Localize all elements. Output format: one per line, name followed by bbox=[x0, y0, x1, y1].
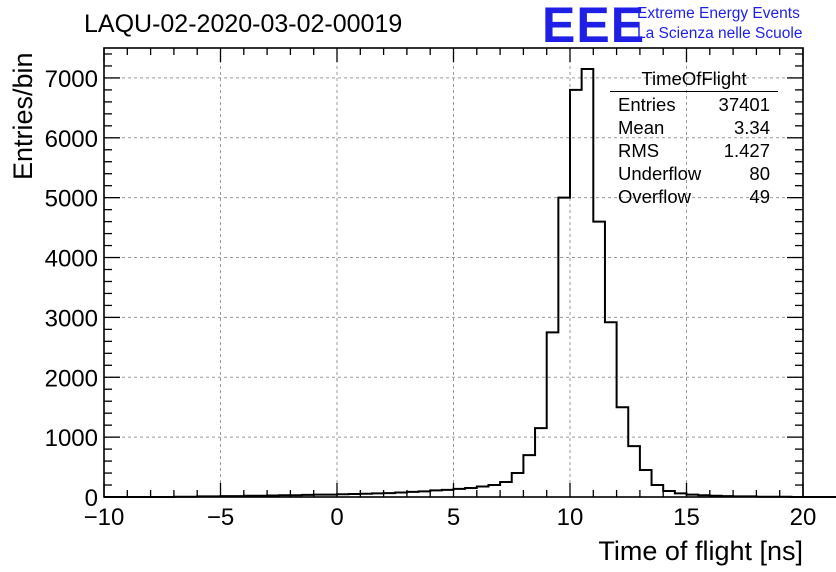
stats-label: Overflow bbox=[618, 186, 691, 207]
stats-value: 37401 bbox=[718, 94, 770, 115]
y-tick-label: 5000 bbox=[45, 186, 98, 213]
stats-value: 1.427 bbox=[723, 140, 770, 161]
axes-frame bbox=[103, 47, 804, 498]
stats-title: TimeOfFlight bbox=[610, 68, 778, 92]
stats-row-rms: RMS 1.427 bbox=[610, 139, 778, 162]
y-tick-label: 6000 bbox=[45, 126, 98, 153]
x-tick-label: 20 bbox=[790, 504, 817, 531]
logo-line-1: Extreme Energy Events bbox=[637, 5, 800, 22]
y-axis-label: Entries/bin bbox=[8, 52, 38, 180]
y-tick-label: 4000 bbox=[45, 246, 98, 273]
stats-label: RMS bbox=[618, 140, 660, 161]
tick-labels: −10 −5 0 5 10 15 20 0 1000 2000 3000 4000 5000 6000 70… bbox=[45, 66, 817, 531]
x-tick-label: −10 bbox=[84, 504, 125, 531]
stats-row-entries: Entries 37401 bbox=[610, 93, 778, 116]
stats-label: Underflow bbox=[618, 163, 702, 184]
stats-box: TimeOfFlight Entries 37401 Mean 3.34 RMS 1.… bbox=[610, 68, 778, 208]
histogram-outline bbox=[104, 67, 836, 498]
y-tick-label: 0 bbox=[85, 485, 98, 512]
y-tick-label: 7000 bbox=[45, 66, 98, 93]
stats-row-underflow: Underflow 80 bbox=[610, 162, 778, 185]
logo-line-2: La Scienza nelle Scuole bbox=[637, 25, 803, 42]
x-tick-label: 15 bbox=[673, 504, 700, 531]
plot-frame bbox=[103, 47, 804, 498]
y-tick-label: 1000 bbox=[45, 425, 98, 452]
eee-logo: EEE bbox=[542, 0, 646, 53]
stats-value: 3.34 bbox=[733, 117, 770, 138]
stats-label: Mean bbox=[618, 117, 665, 138]
grid-lines bbox=[104, 48, 803, 497]
x-tick-label: 0 bbox=[330, 504, 343, 531]
x-tick-label: 5 bbox=[447, 504, 460, 531]
y-tick-label: 3000 bbox=[45, 305, 98, 332]
y-tick-label: 2000 bbox=[45, 365, 98, 392]
histogram-series bbox=[104, 67, 836, 498]
stats-value: 80 bbox=[749, 163, 770, 184]
stats-row-overflow: Overflow 49 bbox=[610, 185, 778, 208]
stats-row-mean: Mean 3.34 bbox=[610, 116, 778, 139]
x-tick-label: −5 bbox=[207, 504, 234, 531]
stats-value: 49 bbox=[749, 186, 770, 207]
x-tick-label: 10 bbox=[557, 504, 584, 531]
stats-label: Entries bbox=[618, 94, 676, 115]
chart-title: LAQU-02-2020-03-02-00019 bbox=[84, 10, 403, 38]
x-axis-label: Time of flight [ns] bbox=[598, 536, 803, 566]
logo-caption: Extreme Energy Events La Scienza nelle S… bbox=[637, 4, 802, 44]
